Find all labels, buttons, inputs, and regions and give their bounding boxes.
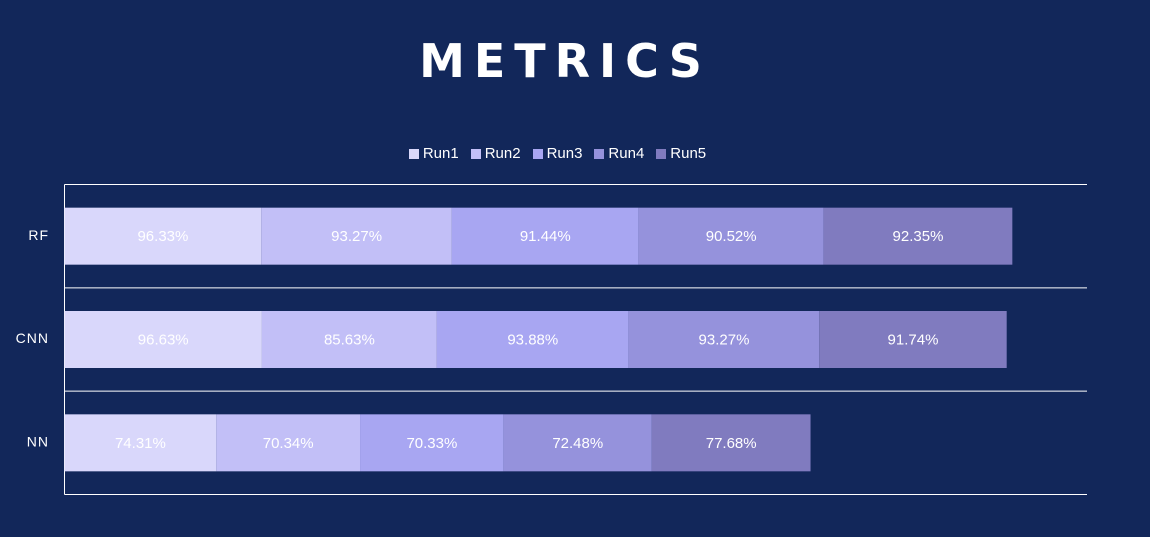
data-label: 93.88% [507, 331, 558, 348]
bar-nn-run4[interactable] [503, 414, 652, 472]
legend-label: Run5 [670, 145, 707, 162]
data-label: 91.44% [520, 228, 571, 245]
bar-cnn-run2[interactable] [261, 311, 437, 368]
legend-label: Run1 [422, 145, 459, 162]
bar-rf-run1[interactable] [64, 207, 262, 265]
data-label: 93.27% [331, 228, 382, 245]
bar-rf-run2[interactable] [261, 207, 452, 265]
legend-swatch [470, 148, 481, 159]
data-label: 74.31% [115, 435, 166, 452]
data-label: 72.48% [552, 435, 603, 452]
chart-title: METRICS [419, 34, 711, 88]
data-label: 70.34% [263, 435, 314, 452]
bar-nn-run3[interactable] [360, 414, 504, 472]
data-label: 96.63% [138, 331, 189, 348]
category-label: NN [27, 434, 49, 450]
legend-item-run4[interactable]: Run4 [594, 145, 644, 162]
legend-item-run1[interactable]: Run1 [408, 145, 459, 162]
legend-swatch [532, 148, 543, 159]
data-label: 91.74% [888, 331, 939, 348]
data-label: 70.33% [406, 435, 457, 452]
chart-legend: Run1 Run2 Run3 Run4 Run5 [0, 145, 1115, 162]
category-label: RF [28, 227, 49, 243]
data-label: 96.33% [137, 228, 188, 245]
legend-label: Run2 [484, 145, 521, 162]
bar-rf-run4[interactable] [638, 207, 824, 265]
bar-rf-run3[interactable] [451, 207, 639, 265]
data-label: 85.63% [324, 331, 375, 348]
bar-nn-run1[interactable] [64, 414, 217, 472]
data-label: 90.52% [706, 228, 757, 245]
legend-swatch [594, 148, 605, 159]
bar-rf-run5[interactable] [823, 207, 1013, 265]
bar-cnn-run3[interactable] [436, 311, 629, 368]
bar-nn-run2[interactable] [216, 414, 361, 472]
data-label: 93.27% [699, 331, 750, 348]
bar-cnn-run1[interactable] [64, 311, 262, 368]
legend-label: Run3 [546, 145, 583, 162]
legend-item-run2[interactable]: Run2 [470, 145, 521, 162]
legend-item-run5[interactable]: Run5 [656, 145, 706, 162]
data-label: 92.35% [893, 228, 944, 245]
bar-cnn-run4[interactable] [628, 311, 820, 368]
category-label: CNN [16, 330, 49, 346]
bar-cnn-run5[interactable] [819, 311, 1007, 368]
legend-swatch [408, 148, 419, 159]
legend-label: Run4 [608, 145, 645, 162]
bar-nn-run5[interactable] [651, 414, 811, 472]
legend-swatch [656, 148, 667, 159]
data-label: 77.68% [706, 435, 757, 452]
legend-item-run3[interactable]: Run3 [532, 145, 583, 162]
